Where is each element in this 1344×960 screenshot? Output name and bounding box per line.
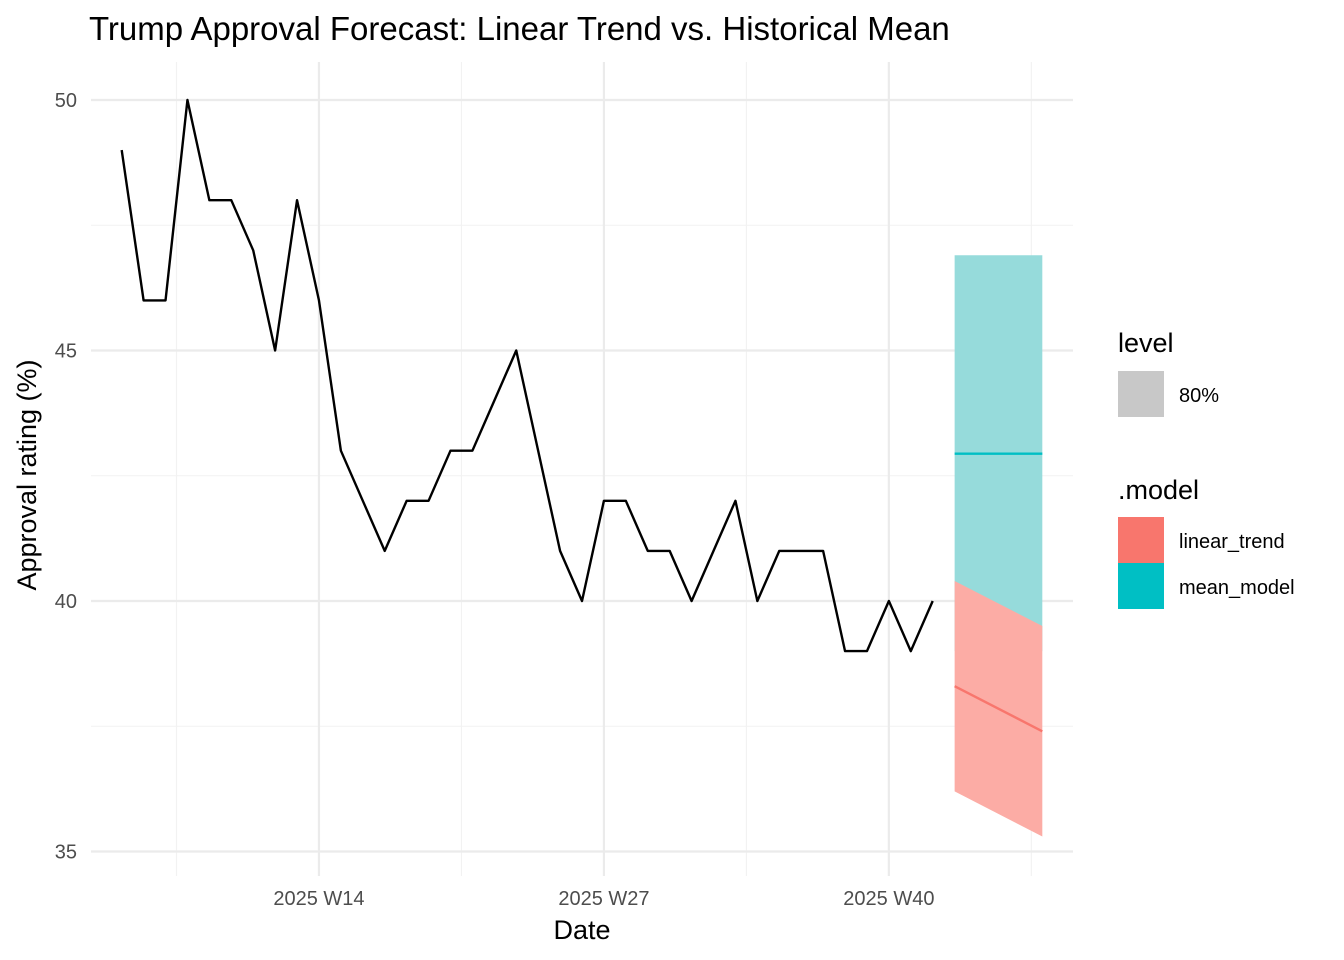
legend-label-mean-model: mean_model — [1179, 577, 1295, 599]
forecast-bands — [954, 255, 1043, 837]
y-tick-label: 35 — [55, 842, 77, 864]
legend-title-model: .model — [1118, 475, 1199, 505]
y-tick-label: 50 — [55, 90, 77, 112]
chart-title: Trump Approval Forecast: Linear Trend vs… — [89, 10, 950, 47]
legend-label-linear-trend: linear_trend — [1179, 531, 1285, 553]
series-lines — [120, 98, 1043, 733]
y-tick-label: 40 — [55, 591, 77, 613]
x-tick-label: 2025 W40 — [843, 888, 934, 910]
x-axis-title: Date — [553, 915, 610, 945]
legend-label-80: 80% — [1179, 385, 1219, 407]
forecast-line-linear-trend — [954, 685, 1043, 733]
grid — [91, 62, 1073, 876]
y-axis-ticks: 35 40 45 50 — [55, 90, 77, 864]
y-tick-label: 45 — [55, 341, 77, 363]
x-tick-label: 2025 W14 — [273, 888, 364, 910]
legend: level 80% .model linear_trend mean_model — [1118, 328, 1295, 609]
legend-key-linear-trend — [1118, 517, 1164, 563]
y-axis-title: Approval rating (%) — [12, 359, 42, 590]
legend-title-level: level — [1118, 328, 1174, 358]
observed-approval-line — [120, 98, 934, 653]
x-axis-ticks: 2025 W14 2025 W27 2025 W40 — [273, 888, 934, 910]
x-tick-label: 2025 W27 — [558, 888, 649, 910]
legend-key-80 — [1118, 371, 1164, 417]
legend-key-mean-model — [1118, 563, 1164, 609]
